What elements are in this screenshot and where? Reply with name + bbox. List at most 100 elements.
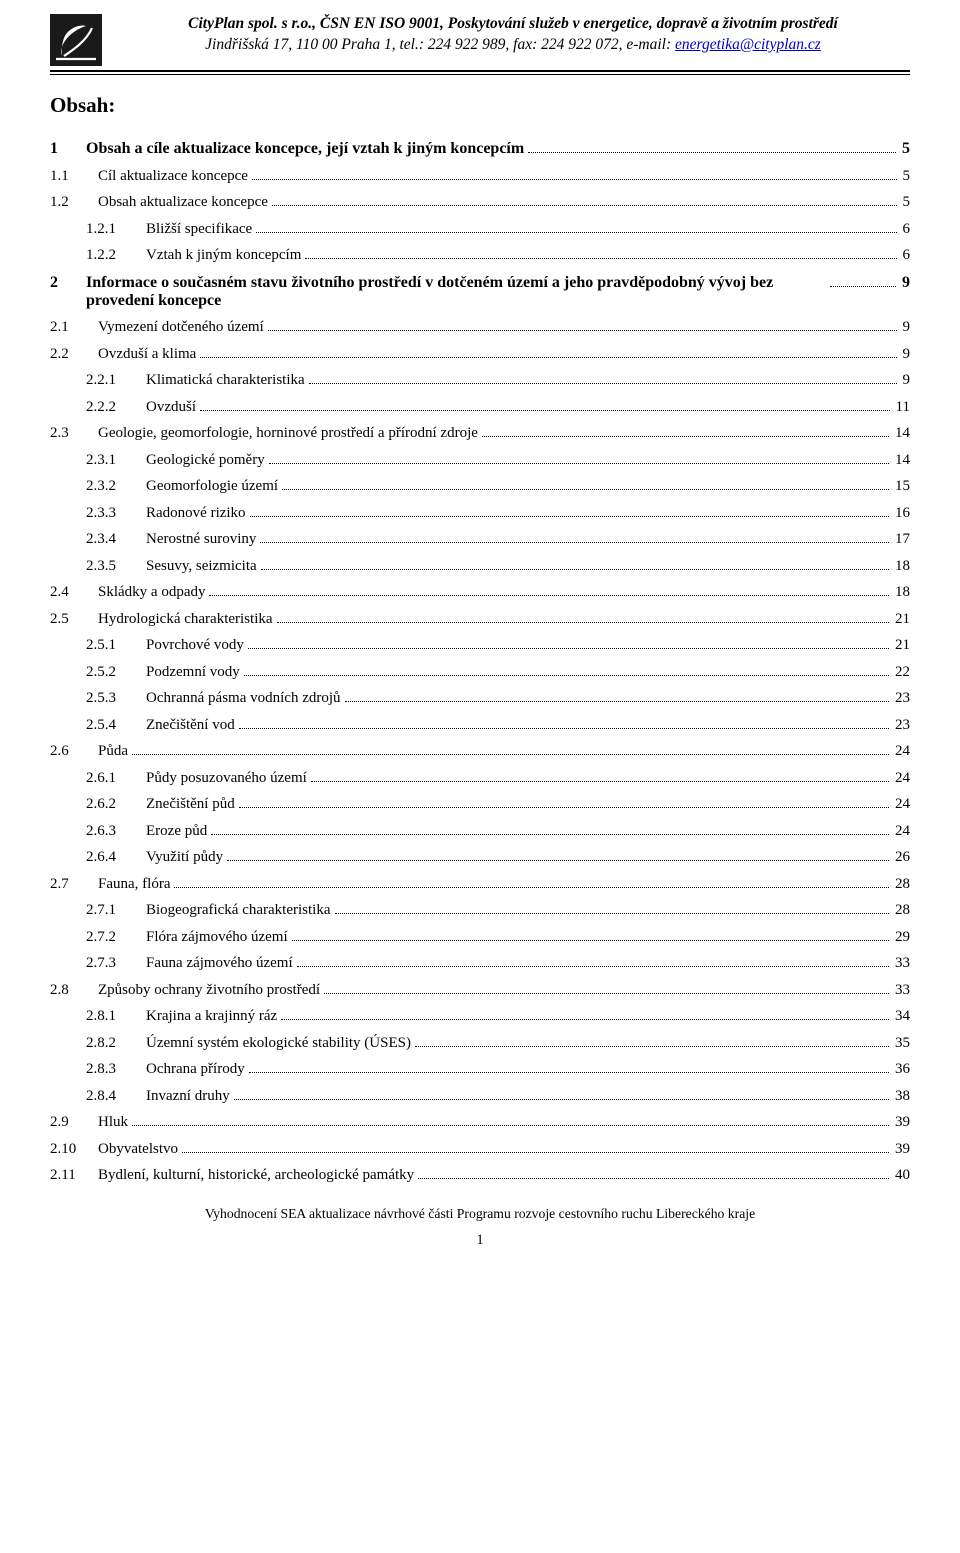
toc-item-leader bbox=[305, 258, 896, 259]
toc-item-page: 9 bbox=[901, 319, 911, 336]
toc-item-leader bbox=[200, 410, 890, 411]
toc-item-page: 17 bbox=[893, 531, 910, 548]
toc-item-label: Územní systém ekologické stability (ÚSES… bbox=[146, 1035, 411, 1052]
toc-item-label: Povrchové vody bbox=[146, 637, 244, 654]
toc-item: 2.3.5Sesuvy, seizmicita18 bbox=[86, 558, 910, 575]
toc-item-label: Ovzduší a klima bbox=[98, 346, 196, 363]
toc-item-number: 2.11 bbox=[50, 1167, 98, 1184]
toc-item-leader bbox=[261, 569, 889, 570]
toc-item: 2.11Bydlení, kulturní, historické, arche… bbox=[50, 1167, 910, 1184]
toc-item: 2.3.2Geomorfologie území15 bbox=[86, 478, 910, 495]
toc-item: 2.5.4Znečištění vod23 bbox=[86, 717, 910, 734]
toc-item-number: 2 bbox=[50, 274, 86, 292]
toc-item-number: 2.6.2 bbox=[86, 796, 146, 813]
toc-item-number: 2.8.1 bbox=[86, 1008, 146, 1025]
toc-item: 2.3.4Nerostné suroviny17 bbox=[86, 531, 910, 548]
toc-item-number: 2.6.4 bbox=[86, 849, 146, 866]
toc-item: 2.8.3Ochrana přírody36 bbox=[86, 1061, 910, 1078]
toc-item-page: 5 bbox=[900, 140, 910, 158]
toc-item-number: 2.5.3 bbox=[86, 690, 146, 707]
toc-item-number: 2.7.2 bbox=[86, 929, 146, 946]
toc-item: 2.6.1Půdy posuzovaného území24 bbox=[86, 770, 910, 787]
toc-item-leader bbox=[277, 622, 889, 623]
document-page: CityPlan spol. s r.o., ČSN EN ISO 9001, … bbox=[0, 0, 960, 1269]
toc-item: 2.6Půda24 bbox=[50, 743, 910, 760]
toc-item-leader bbox=[345, 701, 889, 702]
toc-item: 2.5.1Povrchové vody21 bbox=[86, 637, 910, 654]
toc-item-page: 16 bbox=[893, 505, 910, 522]
toc-item-leader bbox=[482, 436, 889, 437]
toc-item-label: Eroze půd bbox=[146, 823, 207, 840]
toc-item-label: Bližší specifikace bbox=[146, 221, 252, 238]
toc-item-leader bbox=[211, 834, 889, 835]
toc-item: 1.1Cíl aktualizace koncepce5 bbox=[50, 168, 910, 185]
toc-item-page: 18 bbox=[893, 584, 910, 601]
toc-item-number: 2.8.4 bbox=[86, 1088, 146, 1105]
toc-item-page: 14 bbox=[893, 425, 910, 442]
toc-item-number: 2.2.1 bbox=[86, 372, 146, 389]
toc-item-label: Radonové riziko bbox=[146, 505, 246, 522]
toc-item-number: 2.7.3 bbox=[86, 955, 146, 972]
toc-item: 2Informace o současném stavu životního p… bbox=[50, 274, 910, 310]
toc-item-leader bbox=[830, 286, 896, 287]
toc-item-number: 2.1 bbox=[50, 319, 98, 336]
toc-item: 1.2Obsah aktualizace koncepce5 bbox=[50, 194, 910, 211]
toc-item: 2.8.4Invazní druhy38 bbox=[86, 1088, 910, 1105]
toc-item-page: 23 bbox=[893, 690, 910, 707]
toc-item-leader bbox=[252, 179, 897, 180]
toc-item-label: Znečištění vod bbox=[146, 717, 235, 734]
toc-item: 1.2.1Bližší specifikace 6 bbox=[86, 221, 910, 238]
page-footer: Vyhodnocení SEA aktualizace návrhové čás… bbox=[50, 1206, 910, 1249]
toc-item-label: Způsoby ochrany životního prostředí bbox=[98, 982, 320, 999]
toc-item: 2.6.2Znečištění půd24 bbox=[86, 796, 910, 813]
toc-item-leader bbox=[528, 152, 896, 153]
toc-item-page: 5 bbox=[901, 194, 911, 211]
toc-item-leader bbox=[132, 754, 889, 755]
toc-item-page: 6 bbox=[901, 221, 911, 238]
toc-item-number: 2.3.5 bbox=[86, 558, 146, 575]
header-email-link[interactable]: energetika@cityplan.cz bbox=[675, 36, 821, 53]
toc-item-page: 6 bbox=[901, 247, 911, 264]
toc-item: 2.8.1Krajina a krajinný ráz 34 bbox=[86, 1008, 910, 1025]
footer-text: Vyhodnocení SEA aktualizace návrhové čás… bbox=[50, 1206, 910, 1222]
toc-item-label: Ochrana přírody bbox=[146, 1061, 245, 1078]
toc-item: 1Obsah a cíle aktualizace koncepce, její… bbox=[50, 140, 910, 158]
toc-item-leader bbox=[244, 675, 889, 676]
toc-item-number: 2.5.4 bbox=[86, 717, 146, 734]
toc-item-page: 24 bbox=[893, 743, 910, 760]
toc-item-leader bbox=[132, 1125, 889, 1126]
toc-item-number: 2.6 bbox=[50, 743, 98, 760]
toc-item-page: 28 bbox=[893, 902, 910, 919]
toc-item: 2.10Obyvatelstvo39 bbox=[50, 1141, 910, 1158]
toc-item-label: Využití půdy bbox=[146, 849, 223, 866]
toc-item-label: Hydrologická charakteristika bbox=[98, 611, 273, 628]
toc-item-label: Krajina a krajinný ráz bbox=[146, 1008, 277, 1025]
toc-item-page: 38 bbox=[893, 1088, 910, 1105]
toc-item-label: Vymezení dotčeného území bbox=[98, 319, 264, 336]
toc-item-leader bbox=[250, 516, 889, 517]
toc-item-page: 26 bbox=[893, 849, 910, 866]
toc-item-page: 5 bbox=[901, 168, 911, 185]
toc-item-number: 1.2.1 bbox=[86, 221, 146, 238]
toc-item: 2.8Způsoby ochrany životního prostředí33 bbox=[50, 982, 910, 999]
footer-page-number: 1 bbox=[50, 1232, 910, 1249]
toc-item-page: 14 bbox=[893, 452, 910, 469]
toc-item-label: Půdy posuzovaného území bbox=[146, 770, 307, 787]
toc-item-leader bbox=[309, 383, 897, 384]
toc-item-number: 2.3 bbox=[50, 425, 98, 442]
header-rule-thin bbox=[50, 74, 910, 75]
toc-item-label: Fauna zájmového území bbox=[146, 955, 293, 972]
toc-item-leader bbox=[239, 807, 889, 808]
toc-item-page: 34 bbox=[893, 1008, 910, 1025]
toc-item-label: Nerostné suroviny bbox=[146, 531, 256, 548]
toc-item-number: 2.10 bbox=[50, 1141, 98, 1158]
toc-item-page: 35 bbox=[893, 1035, 910, 1052]
toc-item-page: 15 bbox=[893, 478, 910, 495]
toc-item-label: Obsah aktualizace koncepce bbox=[98, 194, 268, 211]
toc-item-number: 2.5.1 bbox=[86, 637, 146, 654]
toc-item-leader bbox=[268, 330, 897, 331]
toc-item-page: 39 bbox=[893, 1141, 910, 1158]
toc-item: 2.3.3Radonové riziko16 bbox=[86, 505, 910, 522]
toc-item-label: Skládky a odpady bbox=[98, 584, 205, 601]
toc-item-label: Biogeografická charakteristika bbox=[146, 902, 331, 919]
